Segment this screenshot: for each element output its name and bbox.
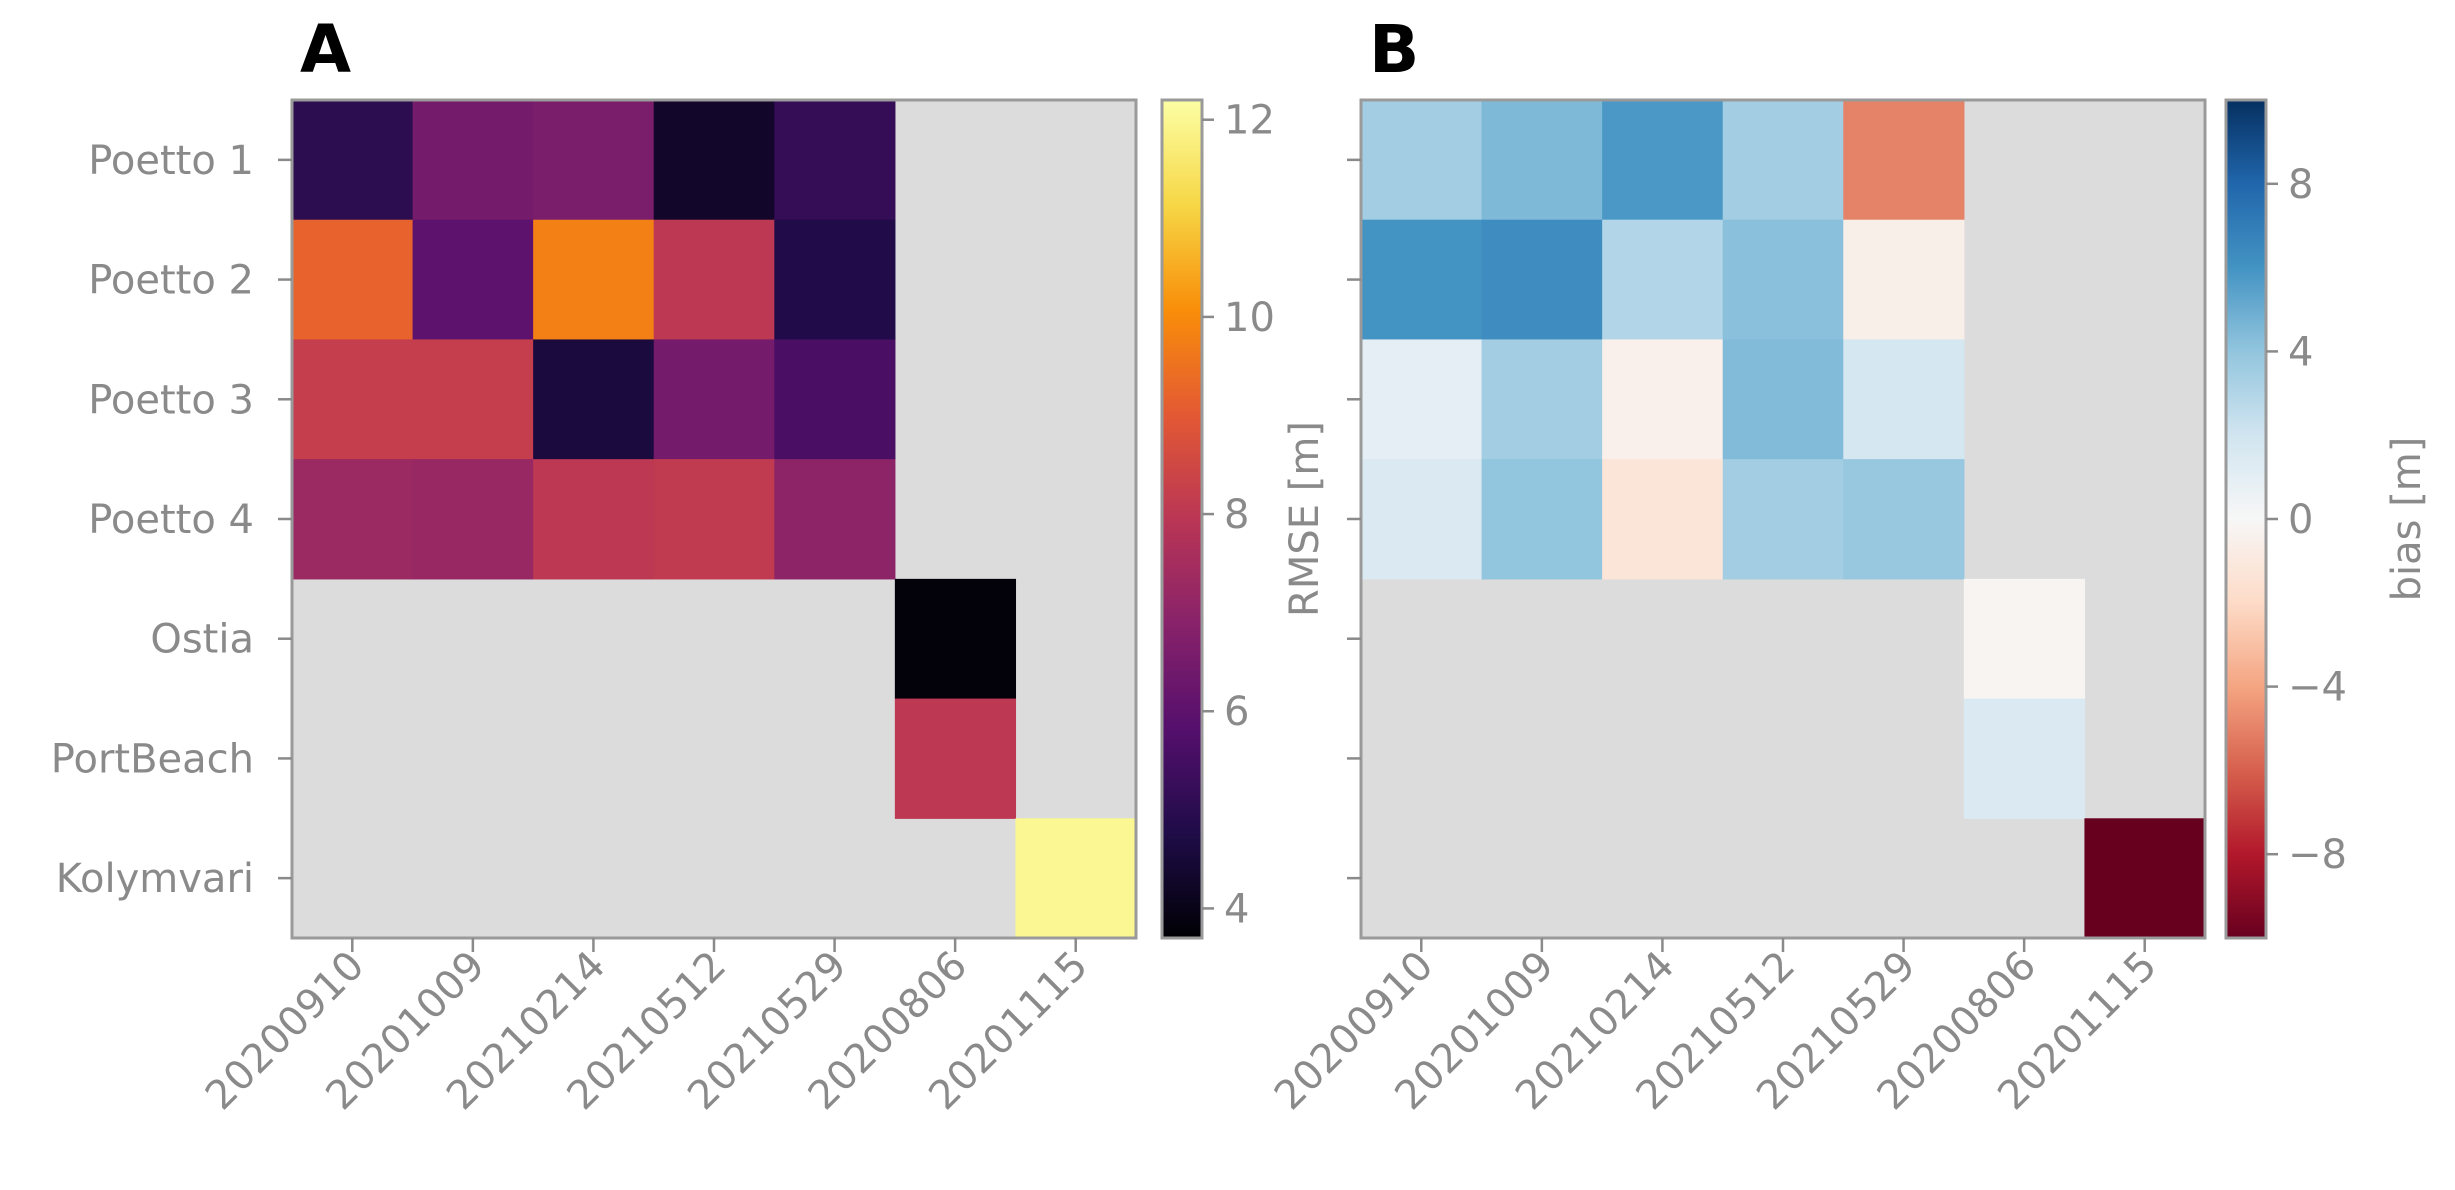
heatmap-cell <box>2084 818 2206 939</box>
heatmap-cell <box>1361 100 1483 221</box>
heatmap-cell <box>533 100 655 221</box>
heatmap-cell <box>894 578 1017 700</box>
heatmap-cell <box>1722 100 1844 221</box>
colorbar-tick-label: 0 <box>2288 497 2313 543</box>
heatmap-cell <box>292 339 414 460</box>
heatmap-cell <box>1722 459 1844 580</box>
heatmap-cell <box>774 100 896 221</box>
heatmap-cell <box>1481 100 1603 221</box>
colorbar-tick-label: 4 <box>2288 329 2313 375</box>
heatmap-cell <box>292 100 414 221</box>
heatmap-cell <box>412 100 534 221</box>
colorbar-tick-label: 4 <box>1224 886 1249 932</box>
y-tick-label: Poetto 1 <box>88 138 254 184</box>
colorbar-tick-label: 8 <box>2288 162 2313 208</box>
y-tick-label: Kolymvari <box>56 856 254 902</box>
heatmap-cell <box>894 698 1017 819</box>
colorbar <box>2224 98 2268 940</box>
panel-label-0: A <box>300 11 351 88</box>
heatmap-cell <box>1361 219 1483 341</box>
heatmap-cell <box>412 339 534 460</box>
y-tick-label: Poetto 3 <box>88 377 254 423</box>
colorbar-tick-label: 10 <box>1224 295 1275 341</box>
colorbar-label: RMSE [m] <box>1282 421 1328 617</box>
heatmap-cell <box>1481 219 1603 341</box>
panel-label-1: B <box>1369 11 1419 88</box>
heatmap-cell <box>292 459 414 580</box>
y-tick-label: PortBeach <box>51 736 254 782</box>
heatmap-cell <box>1015 818 1137 939</box>
heatmap-cell <box>774 339 896 460</box>
heatmap-cell <box>1843 339 1965 460</box>
heatmap-cell <box>1602 100 1724 221</box>
colorbar-tick-label: 8 <box>1224 492 1249 538</box>
heatmap-cell <box>1481 339 1603 460</box>
heatmap-cell <box>1602 459 1724 580</box>
colorbar-tick-label: 12 <box>1224 98 1275 144</box>
heatmap-cell <box>653 459 775 580</box>
heatmap-cell <box>292 219 414 341</box>
colorbar <box>1160 98 1204 940</box>
heatmap-cell <box>1361 459 1483 580</box>
heatmap-cell <box>533 219 655 341</box>
heatmap-cell <box>412 219 534 341</box>
heatmap-cell <box>1602 339 1724 460</box>
heatmap-cell <box>653 100 775 221</box>
heatmap-cell <box>1722 219 1844 341</box>
colorbar-tick-label: −4 <box>2288 665 2347 711</box>
colorbar-tick-label: 6 <box>1224 689 1249 735</box>
heatmap-cell <box>533 459 655 580</box>
colorbar-tick-label: −8 <box>2288 832 2347 878</box>
heatmap-cell <box>774 219 896 341</box>
heatmap-cell <box>412 459 534 580</box>
heatmap-cell <box>1722 339 1844 460</box>
heatmap-cell <box>1843 100 1965 221</box>
y-tick-label: Ostia <box>150 617 254 663</box>
y-tick-label: Poetto 2 <box>88 258 254 304</box>
panel-b-bias-heatmap: B202009102020100920210214202105122021052… <box>1266 11 2430 1119</box>
y-tick-label: Poetto 4 <box>88 497 254 543</box>
heatmap-cell <box>533 339 655 460</box>
heatmap-cell <box>1843 459 1965 580</box>
panel-a-rmse-heatmap: A Poetto 1 Poetto 2 Poetto 3 Poetto 4 Ostia Po… <box>51 11 1328 1119</box>
heatmap-cell <box>1963 578 2086 700</box>
heatmap-cell <box>653 339 775 460</box>
heatmap-cell <box>653 219 775 341</box>
heatmap-cell <box>1963 698 2086 819</box>
heatmap-cell <box>1843 219 1965 341</box>
heatmap-cell <box>1361 339 1483 460</box>
heatmap-cell <box>1481 459 1603 580</box>
colorbar-label: bias [m] <box>2384 437 2430 602</box>
heatmap-cell <box>774 459 896 580</box>
heatmap-cell <box>1602 219 1724 341</box>
